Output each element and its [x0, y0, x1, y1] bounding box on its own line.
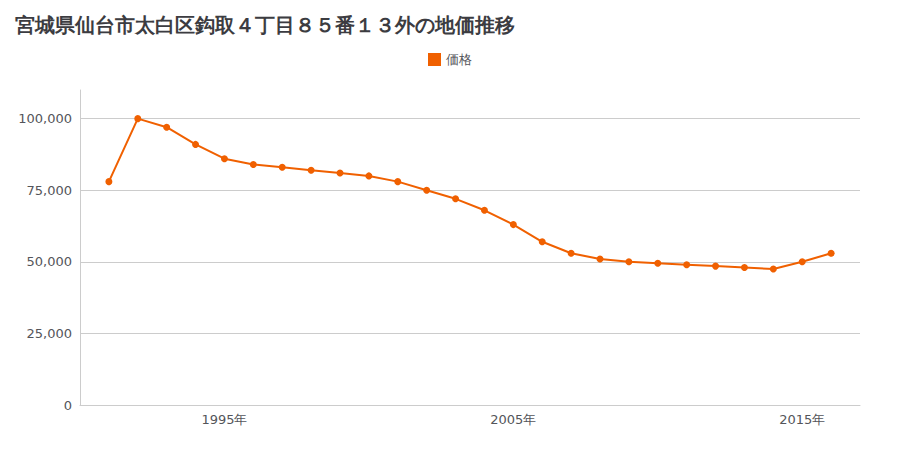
- svg-text:0: 0: [64, 398, 72, 413]
- svg-text:2015年: 2015年: [779, 412, 825, 427]
- svg-text:50,000: 50,000: [27, 254, 73, 269]
- svg-text:価格: 価格: [446, 52, 472, 67]
- svg-text:宮城県仙台市太白区鈎取４丁目８５番１３外の地価推移: 宮城県仙台市太白区鈎取４丁目８５番１３外の地価推移: [15, 13, 515, 37]
- svg-text:2005年: 2005年: [490, 412, 536, 427]
- svg-text:1995年: 1995年: [201, 412, 247, 427]
- svg-text:25,000: 25,000: [27, 326, 73, 341]
- svg-text:100,000: 100,000: [18, 111, 72, 126]
- svg-text:75,000: 75,000: [27, 183, 73, 198]
